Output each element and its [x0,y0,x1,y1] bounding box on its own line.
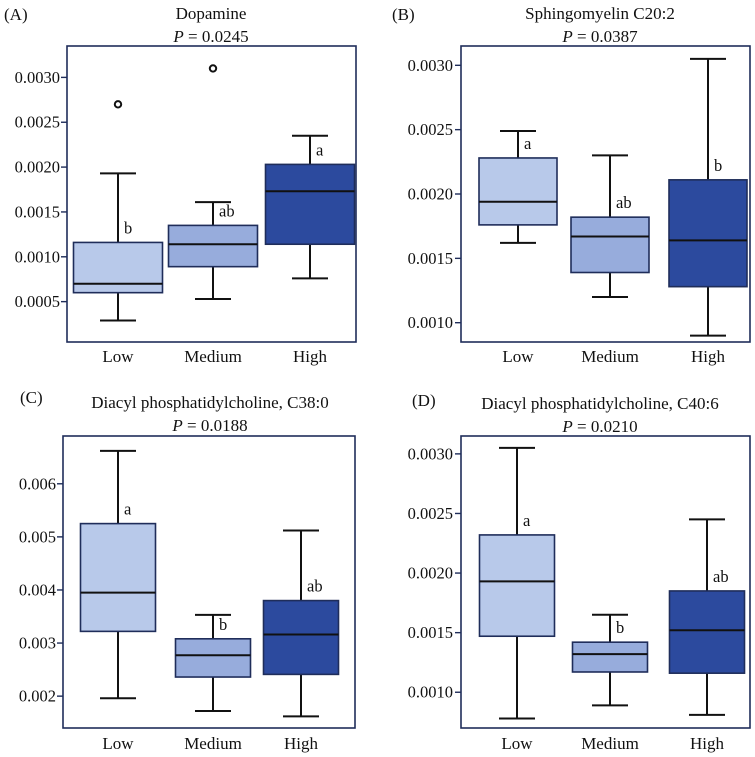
panel-b-label: (B) [392,5,415,24]
panel-a-ytick-label: 0.0025 [15,113,60,132]
panel-a-sig-letter-medium: ab [219,201,235,220]
panel-d-ytick-label: 0.0030 [408,444,453,463]
panel-a-xlabel-low: Low [102,347,134,366]
panel-b-ytick-label: 0.0025 [408,120,453,139]
panel-b-ytick-label: 0.0010 [408,313,453,332]
panel-c-label: (C) [20,388,43,407]
panel-b-x-axis: Low Medium High [502,347,725,366]
panel-c-y-axis: 0.002 0.003 0.004 0.005 0.006 [19,474,63,706]
panel-c-pvalue: P = 0.0188 [171,416,247,435]
panel-d-sig-letter-medium: b [616,618,624,637]
panel-a-boxes: b ab a [72,64,356,322]
panel-c-ytick-label: 0.005 [19,527,56,546]
panel-c-ytick-label: 0.006 [19,474,56,493]
panel-b-xlabel-high: High [691,347,726,366]
panel-a-pvalue: P = 0.0245 [172,27,248,46]
panel-c-xlabel-medium: Medium [184,734,242,753]
panel-d-box-medium [571,641,649,673]
panel-b-ytick-label: 0.0030 [408,56,453,75]
panel-d-ytick-label: 0.0020 [408,564,453,583]
panel-a-ytick-label: 0.0010 [15,247,60,266]
panel-a-ytick-label: 0.0005 [15,292,60,311]
panel-d: (D) Diacyl phosphatidylcholine, C40:6 P … [408,391,751,753]
panel-a-box-medium [167,224,259,268]
panel-b-ytick-label: 0.0020 [408,185,453,204]
panel-b-frame [460,45,751,343]
panel-b-box-low [478,157,558,226]
panel-a-ytick-label: 0.0030 [15,68,60,87]
panel-d-y-axis: 0.0010 0.0015 0.0020 0.0025 0.0030 [408,444,461,702]
panel-b-sig-letter-medium: ab [616,193,632,212]
panel-b-boxes: a ab b [478,57,748,337]
panel-a-x-axis: Low Medium High [102,347,327,366]
panel-c: (C) Diacyl phosphatidylcholine, C38:0 P … [19,388,356,753]
panel-b-title: Sphingomyelin C20:2 [525,4,675,23]
panel-a-outlier-low [113,100,123,109]
panel-d-pvalue: P = 0.0210 [561,417,637,436]
panel-a-ytick-label: 0.0015 [15,202,60,221]
panel-d-ytick-label: 0.0015 [408,623,453,642]
panel-c-box-medium [174,638,252,678]
panel-c-box-low [79,522,157,633]
panel-c-sig-letter-medium: b [219,615,227,634]
panel-c-title: Diacyl phosphatidylcholine, C38:0 [91,393,329,412]
panel-d-x-axis: Low Medium High [501,734,724,753]
panel-c-box-high [262,599,340,676]
panel-a-sig-letter-high: a [316,140,324,159]
panel-d-box-low [478,534,556,638]
panel-b-y-axis: 0.0010 0.0015 0.0020 0.0025 0.0030 [408,56,461,332]
panel-a-xlabel-high: High [293,347,328,366]
panel-a-box-low [72,241,164,294]
panel-b-sig-letter-high: b [714,156,722,175]
panel-d-sig-letter-low: a [523,511,531,530]
panel-a-box-high [264,163,356,246]
panel-c-xlabel-low: Low [102,734,134,753]
panel-c-sig-letter-high: ab [307,577,323,596]
panel-b-ytick-label: 0.0015 [408,249,453,268]
panel-d-xlabel-low: Low [501,734,533,753]
panel-c-ytick-label: 0.003 [19,634,56,653]
panel-d-label: (D) [412,391,436,410]
panel-d-sig-letter-high: ab [713,567,729,586]
panel-d-xlabel-medium: Medium [581,734,639,753]
panel-d-title: Diacyl phosphatidylcholine, C40:6 [481,394,719,413]
panel-d-frame [460,435,751,729]
panel-c-xlabel-high: High [284,734,319,753]
panel-a: (A) Dopamine P = 0.0245 0.00050.00100.00… [4,4,357,366]
panel-b-sig-letter-low: a [524,134,532,153]
panel-b-xlabel-low: Low [502,347,534,366]
panel-a-y-axis: 0.0005 0.0010 0.0015 0.0020 0.0025 0.0030 [15,68,67,311]
panel-d-xlabel-high: High [690,734,725,753]
panel-c-sig-letter-low: a [124,500,132,519]
panel-a-title: Dopamine [176,4,247,23]
panel-d-ytick-label: 0.0025 [408,504,453,523]
panel-c-frame [62,435,356,729]
panel-c-ytick-label: 0.004 [19,580,56,599]
panel-c-x-axis: Low Medium High [102,734,318,753]
panel-d-box-high [668,590,746,674]
panel-a-xlabel-medium: Medium [184,347,242,366]
panel-a-outlier-medium [208,64,218,73]
panel-d-ytick-label: 0.0010 [408,683,453,702]
panel-a-frame [66,45,357,343]
panel-a-label: (A) [4,5,28,24]
panel-b-xlabel-medium: Medium [581,347,639,366]
panel-a-sig-letter-low: b [124,218,132,237]
panel-a-ytick-label: 0.0020 [15,158,60,177]
panel-c-ytick-label: 0.002 [19,687,56,706]
panel-b: (B) Sphingomyelin C20:2 P = 0.0387 0.001… [392,4,751,366]
panel-b-box-high [668,179,748,288]
panel-b-pvalue: P = 0.0387 [561,27,638,46]
panel-b-box-medium [570,216,650,274]
